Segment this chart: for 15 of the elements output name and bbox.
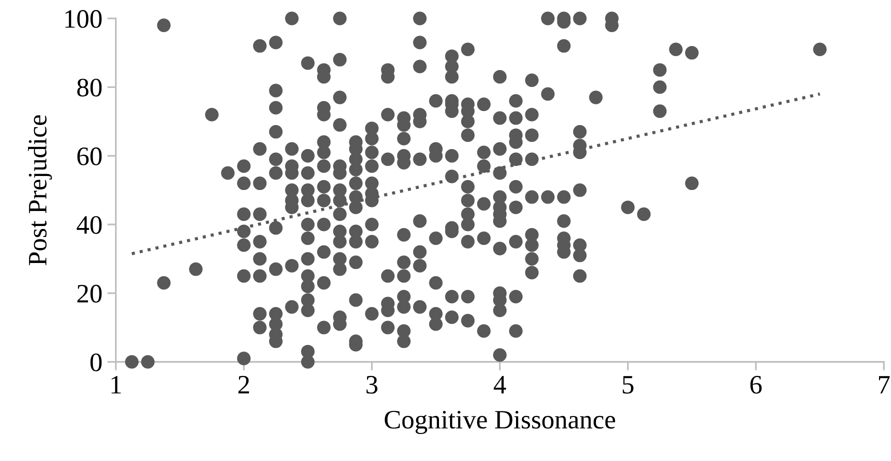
y-tick-label: 60 [77,147,102,166]
x-tick-label: 3 [366,376,378,394]
x-axis-title: Cognitive Dissonance [384,410,616,434]
x-tick-label: 7 [879,376,890,394]
y-tick-label: 100 [65,10,102,28]
y-tick-label: 40 [76,216,102,234]
x-tick-label: 1 [112,376,121,394]
x-tick-label: 5 [622,376,634,394]
x-tick-label: 6 [750,376,762,394]
y-tick-label: 0 [90,353,102,372]
y-tick-label: 20 [77,284,102,303]
y-axis-title: Post Prejudice [28,115,52,266]
y-tick-label: 80 [77,78,102,97]
x-tick-label: 2 [238,376,249,394]
x-tick-label: 4 [494,376,506,394]
